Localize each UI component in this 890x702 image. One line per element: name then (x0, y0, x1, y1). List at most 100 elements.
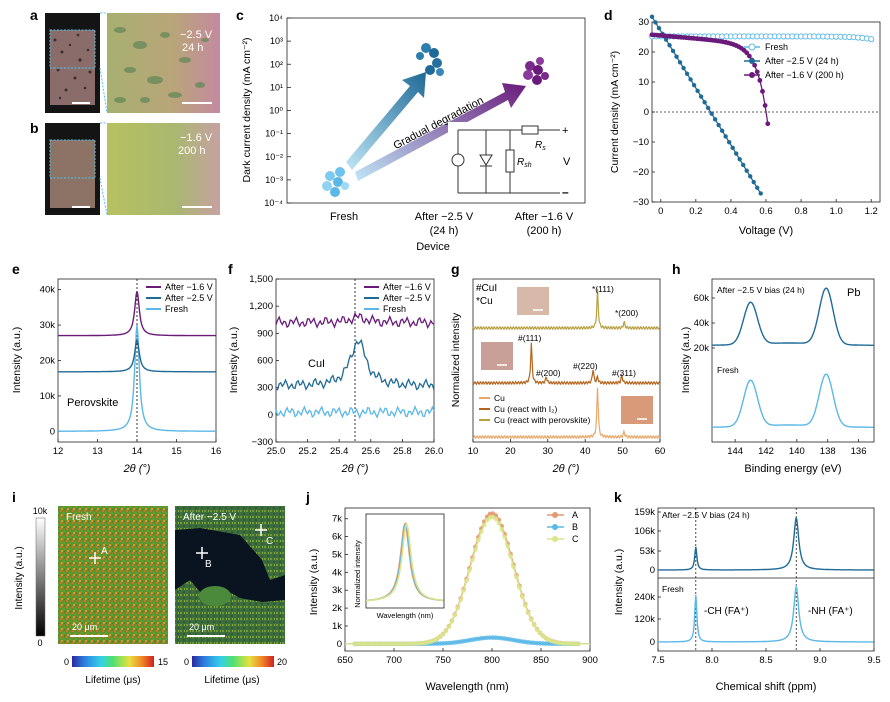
marker-d-after25 (719, 128, 725, 133)
f-ytick-0: 1,500 (249, 274, 273, 285)
x-tick-c-0: Fresh (330, 211, 358, 223)
scale-label-map2: 20 μm (189, 622, 214, 632)
map-title-fresh: Fresh (66, 512, 92, 523)
y-tick-c-6: 10² (270, 59, 283, 69)
g-xtick-4: 50 (617, 446, 628, 457)
y-tick-c-5: 10¹ (270, 82, 283, 92)
panel-label-j: j (305, 489, 310, 505)
dark-region (175, 528, 285, 602)
lifetime2-max: 20 (277, 657, 287, 667)
panel-c: 10⁻⁴ 10⁻³ 10⁻² 10⁻¹ 10⁰ 10¹ 10² 10³ 10⁴ Dark cur… (241, 13, 586, 253)
panel-labels: a b c d e f g h i j k (12, 7, 681, 505)
y-axis-label-k: Intensity (a.u.) (613, 549, 625, 616)
e-xtick-1: 13 (92, 446, 103, 457)
marker-d-after25 (723, 134, 728, 139)
pl-map-fresh (58, 506, 168, 644)
x-axis-label-k: Chemical shift (ppm) (716, 681, 817, 693)
f-ytick-1: 1,200 (249, 301, 273, 312)
panel-j: 650 700 750 800 850 900 7k 6k 5k 4k 3k 2k 1k 0 Intens… (308, 507, 598, 693)
e-ytick-0: 40k (40, 285, 56, 296)
k-xtick-0: 7.5 (651, 655, 664, 666)
ticks-k: 7.5 8.0 8.5 9.0 9.5 159k 106k 53k 0 240k 120k 0 (634, 507, 880, 666)
marker-c-label: C (266, 536, 273, 547)
ticks-f: 25.0 25.2 25.4 25.6 25.8 26.0 1,500 1,200 900 600… (249, 274, 443, 457)
j-ytick-0: 7k (332, 514, 342, 525)
k-ytick-bottom-2: 0 (650, 637, 655, 648)
colorbar-label: Intensity (a.u.) (14, 546, 25, 609)
marker-d-after16 (757, 77, 763, 83)
marker-j-C (452, 612, 458, 618)
j-ytick-2: 5k (332, 549, 342, 560)
k-ytick-top-0: 159k (634, 507, 655, 518)
inset-ylabel-j: Normalized intensity (353, 540, 362, 608)
circuit-rsh: Rsh (517, 157, 532, 169)
j-xtick-0: 650 (337, 655, 353, 666)
marker-j-C (531, 622, 537, 628)
marker-d-after25 (751, 179, 756, 185)
molecule-fresh (322, 167, 349, 197)
time-label-b: 200 h (178, 145, 206, 157)
panel-label-b: b (30, 120, 39, 136)
d-xtick-5: 1.0 (830, 206, 843, 217)
legend-e: After −1.6 V After −2.5 V Fresh (146, 282, 213, 314)
marker-d-fresh (868, 36, 875, 43)
legend-d-0: Fresh (765, 42, 788, 52)
k-xtick-3: 9.0 (813, 655, 826, 666)
k-xtick-1: 8.0 (705, 655, 718, 666)
key-cu: *Cu (476, 296, 493, 307)
y-tick-c-2: 10⁻² (265, 152, 283, 162)
series-d (648, 14, 875, 196)
series-h (712, 287, 874, 428)
colorbar-tick-top: 10k (33, 506, 48, 516)
lifetime-colorbar-2 (192, 656, 274, 667)
ticks-g: 10 20 30 40 50 60 (468, 439, 665, 457)
peak-label-g-2: #(111) (518, 333, 541, 343)
f-ytick-3: 600 (257, 356, 273, 367)
peak-label-g-0: *(111) (592, 284, 614, 294)
d-xtick-6: 1.2 (865, 206, 878, 217)
marker-j-C (464, 578, 469, 584)
label-k-top: After −2.5 V bias (24 h) (662, 510, 750, 520)
x-tick-c-1-sub: (24 h) (430, 225, 459, 237)
equivalent-circuit (448, 122, 578, 194)
marker-j-C (440, 631, 446, 637)
y-tick-c-1: 10⁻³ (265, 175, 283, 185)
g-xtick-2: 30 (543, 446, 554, 457)
panel-e: 12 13 14 15 16 40k 30k 20k 10k 0 Intensity (a.u.)… (11, 278, 222, 475)
x-axis-label-f: 2θ (°) (341, 463, 369, 475)
marker-j-C (575, 641, 581, 647)
inset-series-j (365, 522, 444, 602)
d-ytick-1: 20 (638, 47, 649, 58)
j-ytick-5: 2k (332, 603, 342, 614)
h-xtick-0: 144 (727, 446, 743, 457)
x-axis-label-c: Device (416, 241, 450, 253)
marker-d-after25 (712, 117, 718, 122)
axes-g (472, 278, 661, 443)
j-ytick-3: 4k (332, 567, 342, 578)
marker-d-after25 (730, 145, 735, 151)
label-h-bottom: Fresh (717, 365, 739, 375)
legend-j-0: A (572, 510, 578, 520)
lifetime-colorbar-1 (72, 656, 154, 667)
k-ytick-top-1: 106k (634, 526, 655, 537)
f-ytick-6: −300 (252, 437, 273, 448)
axes-j (344, 507, 591, 652)
lifetime2-label: Lifetime (μs) (204, 675, 259, 686)
inset-series-j-2 (366, 522, 444, 602)
scale-label-map1: 20 μm (72, 622, 97, 632)
marker-j-C (455, 605, 461, 611)
marker-j-C (458, 597, 463, 603)
e-xtick-4: 16 (211, 446, 222, 457)
intensity-colorbar (35, 517, 46, 637)
marker-d-after16 (762, 103, 768, 108)
marker-d-after25 (741, 162, 746, 168)
marker-d-after25 (709, 111, 714, 116)
marker-b-label: B (205, 559, 212, 570)
molecule-after-25v (416, 43, 444, 76)
x-axis-label-h: Binding energy (eV) (744, 463, 841, 475)
marker-d-after25 (653, 20, 658, 25)
marker-d-after25 (656, 25, 662, 31)
x-axis-label-e: 2θ (°) (123, 463, 151, 475)
series-k-fresh (658, 584, 874, 643)
key-cui: #CuI (476, 283, 497, 294)
